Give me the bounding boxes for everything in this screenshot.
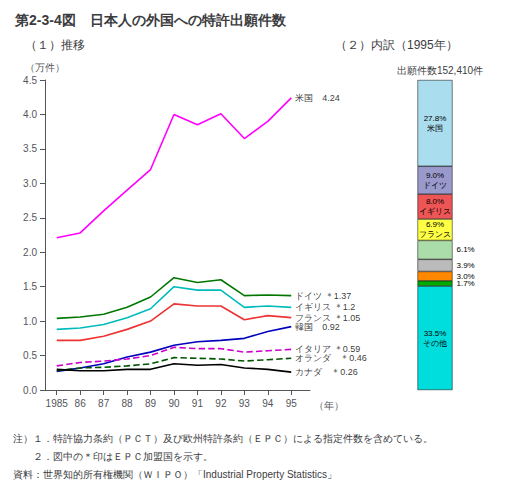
svg-text:２．図中の＊印はＥＰＣ加盟国を示す。: ２．図中の＊印はＥＰＣ加盟国を示す。 [13,451,213,462]
svg-text:出願件数152,410件: 出願件数152,410件 [397,65,483,76]
svg-text:イタリア ＊0.59: イタリア ＊0.59 [295,344,361,355]
svg-text:93: 93 [239,398,251,409]
svg-text:2.5: 2.5 [23,212,37,223]
svg-text:1.0: 1.0 [23,316,37,327]
svg-text:（２）内訳（1995年）: （２）内訳（1995年） [335,38,458,52]
svg-text:6.1%: 6.1% [457,245,475,254]
svg-text:1.5: 1.5 [23,281,37,292]
svg-text:33.5%: 33.5% [424,329,447,338]
svg-text:イギリス ＊1.2: イギリス ＊1.2 [295,302,355,312]
svg-text:0.0: 0.0 [23,385,37,396]
svg-text:3.9%: 3.9% [457,261,475,270]
svg-text:2.0: 2.0 [23,247,37,258]
svg-text:1985: 1985 [46,398,69,409]
svg-text:その他: その他 [423,339,447,348]
svg-text:注）１．特許協力条約（ＰＣＴ）及び欧州特許条約（ＥＰＣ）によ: 注）１．特許協力条約（ＰＣＴ）及び欧州特許条約（ＥＰＣ）による指定件数を含めてい… [13,433,433,444]
svg-text:94: 94 [262,398,274,409]
svg-text:8.0%: 8.0% [426,197,444,206]
svg-text:91: 91 [192,398,204,409]
svg-text:米国 4.24: 米国 4.24 [295,93,340,103]
svg-text:89: 89 [145,398,157,409]
svg-text:95: 95 [286,398,298,409]
svg-text:（年）: （年） [314,400,344,411]
svg-text:ドイツ: ドイツ [423,181,447,190]
svg-text:86: 86 [75,398,87,409]
svg-text:第2-3-4図 日本人の外国への特許出願件数: 第2-3-4図 日本人の外国への特許出願件数 [14,12,287,28]
svg-text:韓国 0.92: 韓国 0.92 [295,322,340,332]
svg-text:0.5: 0.5 [23,350,37,361]
svg-text:4.5: 4.5 [23,75,37,86]
svg-text:米国: 米国 [427,124,443,133]
svg-text:92: 92 [215,398,227,409]
svg-text:3.0: 3.0 [23,178,37,189]
svg-text:オランダ ＊0.46: オランダ ＊0.46 [295,353,367,363]
svg-text:3.5: 3.5 [23,143,37,154]
svg-text:88: 88 [122,398,134,409]
svg-text:4.0: 4.0 [23,109,37,120]
svg-text:（１）推移: （１）推移 [25,38,85,52]
svg-text:（万件）: （万件） [25,62,65,73]
svg-text:フランス: フランス [419,230,451,239]
svg-text:イギリス: イギリス [419,207,451,216]
svg-text:90: 90 [168,398,180,409]
svg-text:87: 87 [98,398,110,409]
svg-text:3.0%: 3.0% [457,272,475,281]
svg-text:1.7%: 1.7% [456,278,475,288]
svg-text:27.8%: 27.8% [424,114,447,123]
svg-text:フランス ＊1.05: フランス ＊1.05 [295,312,361,323]
svg-text:資料：世界知的所有権機関（ＷＩＰＯ）「Industrial: 資料：世界知的所有権機関（ＷＩＰＯ）「Industrial Property S… [13,469,337,480]
svg-text:ドイツ ＊1.37: ドイツ ＊1.37 [295,291,351,301]
svg-text:6.9%: 6.9% [426,220,444,229]
svg-text:カナダ ＊0.26: カナダ ＊0.26 [295,367,358,377]
svg-text:9.0%: 9.0% [426,171,444,180]
